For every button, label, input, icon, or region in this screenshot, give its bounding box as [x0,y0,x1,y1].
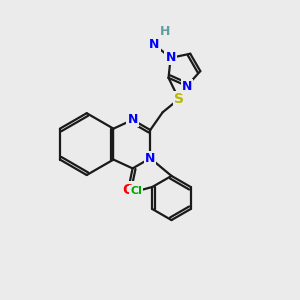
Text: Cl: Cl [130,186,142,197]
Text: S: S [174,92,184,106]
Text: H: H [160,25,170,38]
Text: N: N [165,51,176,64]
Text: N: N [149,38,160,51]
Text: O: O [122,183,134,196]
Text: N: N [128,113,138,126]
Text: N: N [145,152,155,165]
Text: N: N [182,80,192,92]
